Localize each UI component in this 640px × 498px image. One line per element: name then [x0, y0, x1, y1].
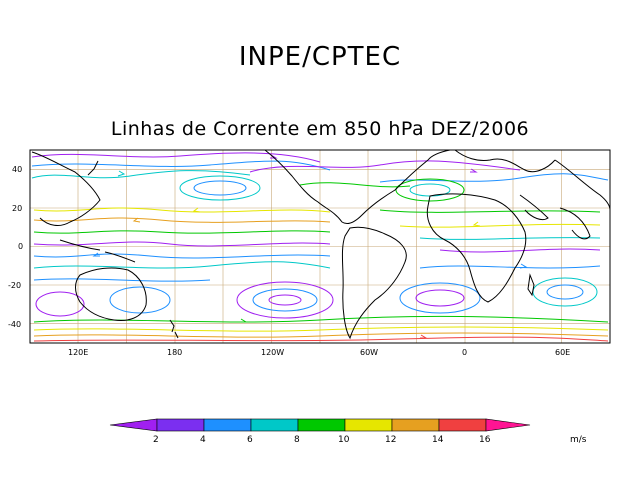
streamline	[252, 288, 318, 312]
india-coast	[559, 207, 591, 240]
colorbar-label: 14	[432, 435, 444, 445]
colorbar: 2 4 6 8 10 12 14 16 m/s	[109, 418, 587, 445]
lat-tick: 20	[12, 204, 22, 213]
colorbar-segment	[438, 418, 487, 432]
streamline	[33, 253, 331, 259]
arrowhead	[472, 221, 481, 227]
lon-tick: 60E	[555, 348, 570, 357]
colorbar-label: 16	[479, 435, 491, 445]
madagascar-coast	[527, 273, 535, 297]
colorbar-label: 8	[294, 435, 300, 445]
colorbar-segment	[156, 418, 205, 432]
europe-coast	[454, 149, 556, 173]
arrowhead	[420, 334, 428, 339]
coastlines	[31, 149, 611, 340]
lat-tick: -40	[8, 320, 21, 329]
new-zealand-coast	[169, 319, 179, 339]
streamline	[31, 160, 331, 171]
streamline	[179, 175, 261, 201]
streamline	[35, 291, 85, 317]
streamline	[33, 278, 211, 282]
streamline	[193, 180, 247, 196]
streamline	[33, 332, 609, 338]
streamline	[31, 152, 321, 163]
colorbar-unit: m/s	[570, 435, 587, 445]
arrowhead	[519, 263, 528, 269]
lat-axis: 40 20 0 -20 -40	[8, 165, 23, 329]
colorbar-segment	[203, 418, 252, 432]
lon-tick: 120E	[68, 348, 88, 357]
streamline	[419, 237, 601, 240]
arrowhead	[192, 207, 201, 213]
streamline	[33, 261, 331, 269]
streamline	[379, 209, 601, 213]
colorbar-left-arrow	[109, 418, 158, 432]
arrowhead	[240, 318, 248, 323]
east-asia-coast	[31, 151, 101, 226]
north-america-coast	[264, 149, 451, 225]
streamline	[249, 160, 521, 173]
map-frame	[29, 149, 611, 344]
colorbar-segment	[297, 418, 346, 432]
streamline	[236, 281, 334, 319]
colorbar-label: 2	[153, 435, 159, 445]
streamline	[399, 223, 601, 228]
indonesia-coast	[59, 239, 136, 263]
colorbar-label: 4	[200, 435, 206, 445]
australia-coast	[75, 267, 147, 321]
streamline	[31, 170, 251, 179]
streamline	[419, 265, 601, 269]
lon-tick: 60W	[360, 348, 378, 357]
org-title: INPE/CPTEC	[238, 42, 402, 72]
grid	[30, 150, 610, 343]
colorbar-segment	[344, 418, 393, 432]
streamline	[33, 326, 609, 332]
streamline	[268, 294, 302, 306]
colorbar-label: 6	[247, 435, 253, 445]
lon-tick: 120W	[261, 348, 284, 357]
lon-axis: 120E 180 120W 60W 0 60E	[68, 348, 570, 357]
colorbar-label: 12	[385, 435, 396, 445]
arrowhead	[117, 170, 126, 177]
africa-coast	[426, 193, 527, 303]
arrowhead	[132, 217, 141, 223]
lat-tick: 0	[18, 242, 23, 251]
lon-tick: 0	[462, 348, 467, 357]
streamline	[33, 207, 331, 213]
asia-coast	[554, 159, 611, 211]
south-america-coast	[341, 226, 407, 340]
lon-tick: 180	[167, 348, 182, 357]
streamline	[33, 230, 331, 234]
streamline	[109, 286, 171, 314]
streamline	[415, 289, 465, 307]
colorbar-right-arrow	[485, 418, 531, 432]
lat-tick: 40	[12, 165, 22, 174]
streamline	[395, 178, 465, 202]
streamline	[33, 336, 609, 342]
arrowhead	[92, 252, 100, 257]
japan-coast	[87, 160, 99, 176]
streamline	[399, 282, 481, 314]
arabia-coast	[519, 194, 549, 221]
streamline	[546, 284, 584, 300]
lat-tick: -20	[8, 281, 21, 290]
colorbar-label: 10	[338, 435, 350, 445]
map-title: Linhas de Corrente em 850 hPa DEZ/2006	[110, 118, 530, 140]
arrowhead	[470, 168, 478, 173]
colorbar-segment	[250, 418, 299, 432]
colorbar-segment	[391, 418, 440, 432]
streamline	[33, 241, 331, 247]
